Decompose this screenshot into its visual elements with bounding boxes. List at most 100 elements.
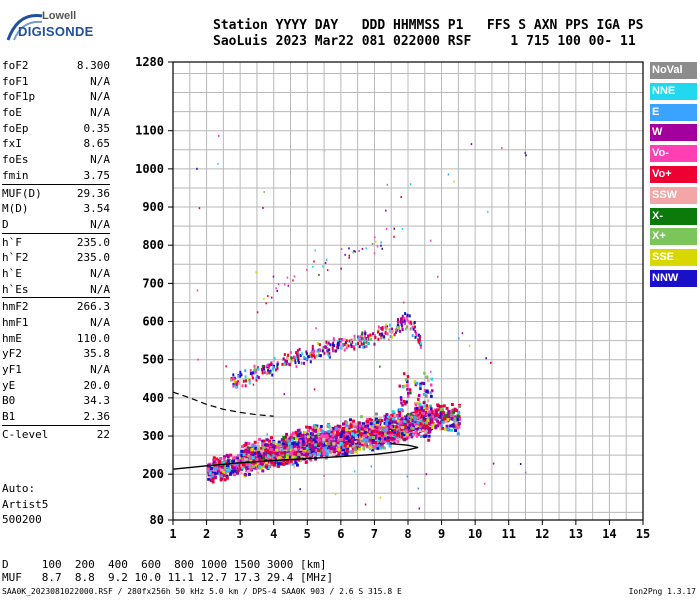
param-label: yE — [2, 378, 16, 392]
echo-point — [294, 461, 298, 465]
echo-point — [322, 347, 325, 351]
echo-point — [289, 351, 292, 355]
param-value: 8.65 — [83, 137, 111, 151]
echo-point — [294, 440, 298, 444]
echo-point — [284, 435, 288, 439]
echo-point — [375, 422, 379, 426]
echo-point — [450, 428, 453, 432]
echo-point — [501, 147, 503, 150]
param-label: fmin — [2, 168, 29, 182]
echo-point — [450, 409, 454, 413]
echo-point — [354, 440, 358, 444]
echo-point — [345, 424, 349, 428]
echo-point — [415, 333, 418, 337]
echo-point — [229, 470, 233, 474]
echo-point — [208, 465, 212, 469]
echo-point — [429, 418, 433, 422]
echo-point — [341, 427, 345, 431]
echo-point — [421, 428, 425, 432]
echo-point — [379, 365, 381, 368]
echo-point — [332, 441, 336, 445]
echo-point — [282, 459, 286, 463]
echo-point — [342, 435, 346, 438]
param-row: foEs N/A — [2, 152, 110, 168]
echo-point — [230, 378, 233, 382]
echo-point — [270, 436, 273, 440]
param-value: N/A — [90, 90, 110, 104]
echo-point — [388, 444, 392, 448]
echo-point — [301, 352, 304, 356]
echo-point — [377, 433, 381, 437]
echo-point — [434, 424, 438, 428]
echo-point — [262, 449, 266, 453]
echo-point — [321, 439, 325, 443]
echo-point — [438, 423, 442, 427]
echo-point — [285, 461, 289, 465]
echo-point — [439, 405, 443, 408]
echo-point — [327, 446, 331, 450]
echo-point — [303, 451, 307, 455]
echo-point — [327, 423, 330, 427]
echo-point — [524, 151, 526, 154]
echo-point — [419, 425, 422, 429]
y-tick-label: 600 — [142, 315, 164, 329]
echo-point — [391, 425, 395, 429]
echo-point — [413, 401, 417, 405]
echo-point — [362, 434, 366, 438]
echo-point — [235, 380, 237, 384]
echo-point — [248, 464, 252, 468]
echo-point — [458, 405, 462, 408]
echo-point — [368, 336, 371, 340]
echo-point — [295, 437, 298, 441]
echo-point — [336, 346, 338, 350]
echo-point — [353, 345, 356, 349]
echo-point — [317, 428, 321, 432]
echo-point — [340, 267, 342, 270]
echo-point — [396, 320, 399, 324]
echo-point — [253, 440, 257, 444]
echo-point — [269, 448, 273, 452]
echo-point — [285, 362, 288, 366]
echo-point — [419, 341, 422, 345]
echo-point — [218, 134, 220, 137]
echo-point — [314, 436, 318, 440]
echo-point — [247, 452, 251, 456]
echo-point — [337, 436, 341, 440]
echo-point — [285, 446, 289, 450]
echo-point — [447, 409, 451, 413]
echo-point — [411, 426, 415, 430]
echo-point — [262, 446, 266, 450]
echo-point — [219, 478, 223, 482]
echo-point — [430, 410, 434, 414]
echo-point — [442, 411, 446, 415]
echo-point — [397, 425, 401, 429]
echo-point — [256, 471, 260, 475]
param-label: fxI — [2, 137, 22, 151]
echo-point — [337, 448, 341, 452]
echo-point — [272, 441, 276, 445]
echo-point — [314, 448, 317, 452]
echo-point — [255, 463, 259, 467]
echo-point — [323, 149, 326, 152]
echo-point — [366, 422, 370, 425]
echo-point — [237, 464, 240, 468]
echo-point — [379, 496, 382, 499]
param-value: N/A — [90, 363, 110, 377]
echo-point — [207, 473, 211, 477]
echo-point — [430, 394, 433, 398]
echo-point — [365, 420, 369, 424]
echo-point — [419, 427, 423, 431]
auto-artist: Artist5 — [2, 497, 49, 511]
echo-point — [330, 443, 333, 447]
echo-point — [422, 412, 425, 416]
echo-point — [406, 380, 409, 384]
echo-point — [391, 410, 395, 414]
echo-point — [275, 287, 277, 290]
param-row: foF1p N/A — [2, 89, 110, 105]
echo-point — [321, 430, 325, 433]
echo-point — [347, 344, 350, 348]
echo-point — [403, 421, 407, 425]
echo-point — [261, 368, 264, 372]
echo-point — [390, 335, 393, 339]
